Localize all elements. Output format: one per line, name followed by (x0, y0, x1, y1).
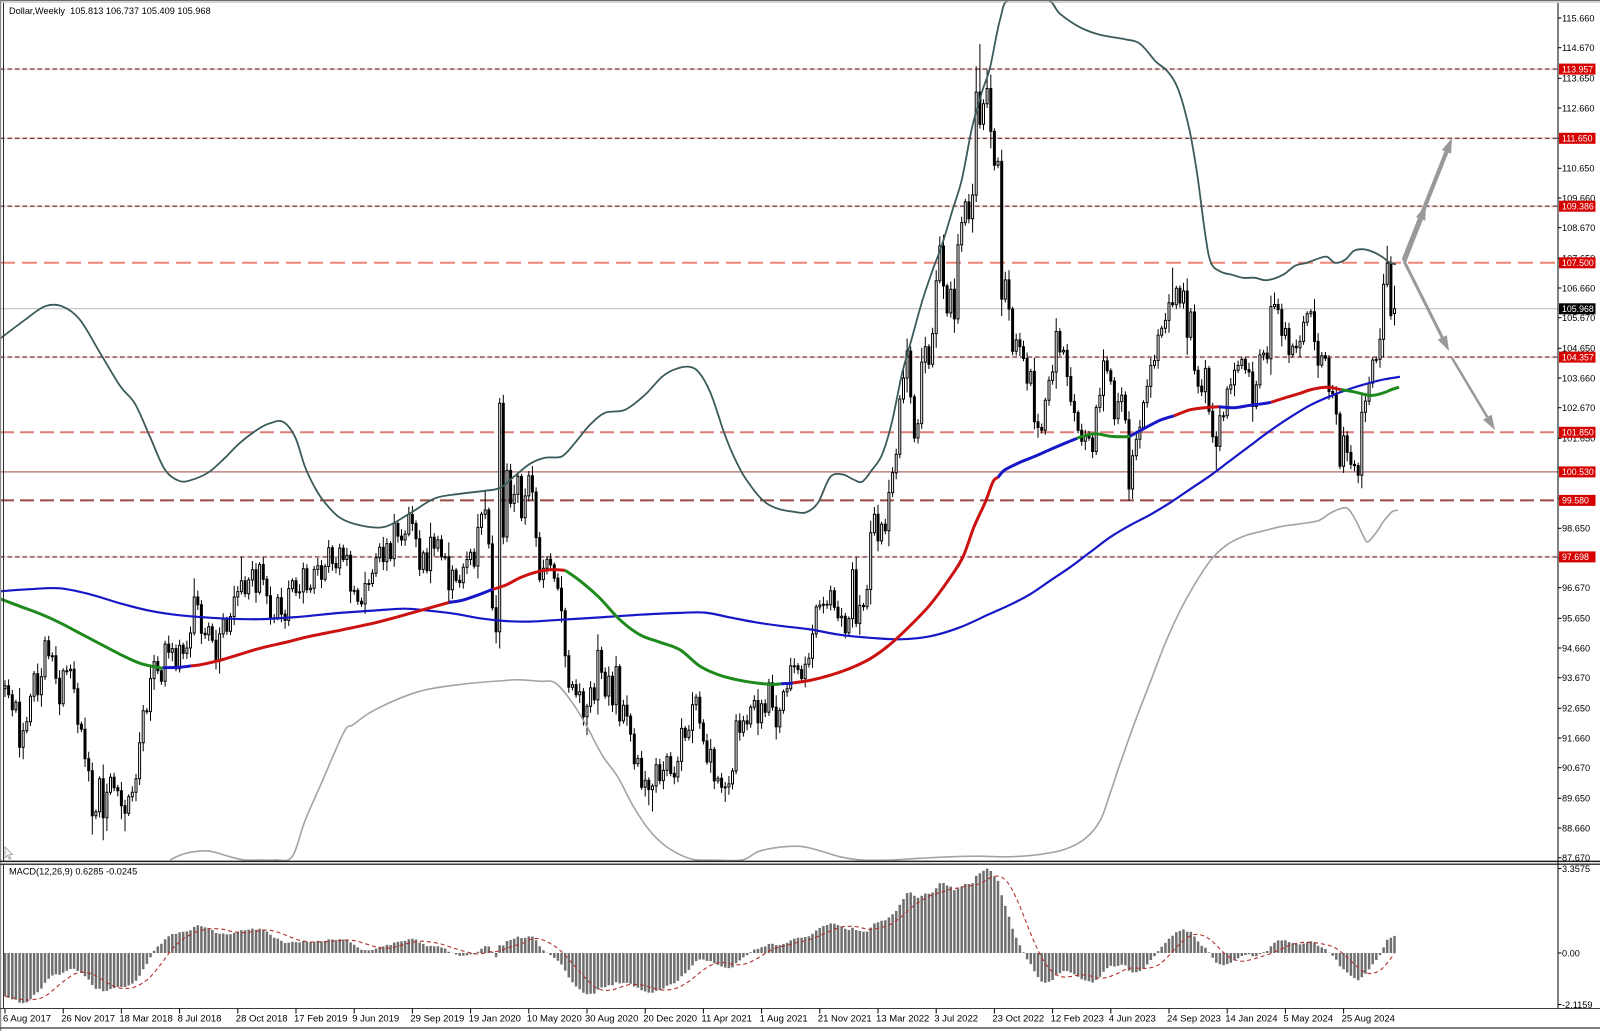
svg-text:100.530: 100.530 (1562, 467, 1594, 477)
svg-text:111.650: 111.650 (1562, 134, 1593, 144)
svg-text:101.850: 101.850 (1562, 428, 1594, 438)
svg-text:9 Jun 2019: 9 Jun 2019 (352, 1014, 399, 1025)
svg-text:103.660: 103.660 (1562, 373, 1595, 383)
svg-text:110.650: 110.650 (1562, 164, 1595, 174)
svg-text:13 Mar 2022: 13 Mar 2022 (876, 1014, 929, 1025)
svg-text:12 Feb 2023: 12 Feb 2023 (1051, 1014, 1104, 1025)
svg-text:112.660: 112.660 (1562, 103, 1595, 113)
svg-text:29 Sep 2019: 29 Sep 2019 (410, 1014, 464, 1025)
svg-text:93.670: 93.670 (1562, 673, 1590, 683)
svg-text:108.670: 108.670 (1562, 223, 1595, 233)
svg-text:115.660: 115.660 (1562, 13, 1595, 23)
svg-text:14 Jan 2024: 14 Jan 2024 (1225, 1014, 1277, 1025)
svg-text:23 Oct 2022: 23 Oct 2022 (992, 1014, 1044, 1025)
svg-text:114.670: 114.670 (1562, 43, 1595, 53)
svg-text:30 Aug 2020: 30 Aug 2020 (585, 1014, 638, 1025)
svg-text:88.660: 88.660 (1562, 823, 1590, 833)
svg-text:19 Jan 2020: 19 Jan 2020 (469, 1014, 521, 1025)
svg-text:90.670: 90.670 (1562, 763, 1590, 773)
svg-text:28 Oct 2018: 28 Oct 2018 (236, 1014, 288, 1025)
svg-text:102.670: 102.670 (1562, 403, 1595, 413)
svg-text:105.968: 105.968 (1562, 304, 1594, 314)
svg-text:20 Dec 2020: 20 Dec 2020 (643, 1014, 697, 1025)
svg-text:8 Jul 2018: 8 Jul 2018 (178, 1014, 222, 1025)
svg-text:17 Feb 2019: 17 Feb 2019 (294, 1014, 347, 1025)
svg-text:5 May 2024: 5 May 2024 (1283, 1014, 1333, 1025)
svg-text:105.670: 105.670 (1562, 313, 1595, 323)
svg-text:MACD(12,26,9) 0.6285 -0.0245: MACD(12,26,9) 0.6285 -0.0245 (9, 867, 137, 877)
svg-text:113.650: 113.650 (1562, 74, 1595, 84)
svg-text:104.650: 104.650 (1562, 344, 1595, 354)
svg-text:11 Apr 2021: 11 Apr 2021 (701, 1014, 752, 1025)
svg-text:98.650: 98.650 (1562, 524, 1590, 534)
svg-text:96.670: 96.670 (1562, 583, 1590, 593)
svg-text:21 Nov 2021: 21 Nov 2021 (818, 1014, 872, 1025)
svg-text:109.386: 109.386 (1562, 201, 1594, 211)
svg-text:87.670: 87.670 (1562, 853, 1590, 863)
svg-text:94.660: 94.660 (1562, 643, 1590, 653)
svg-text:106.660: 106.660 (1562, 283, 1595, 293)
svg-text:109.660: 109.660 (1562, 193, 1595, 203)
svg-text:4 Jun 2023: 4 Jun 2023 (1109, 1014, 1156, 1025)
svg-text:104.357: 104.357 (1562, 352, 1594, 362)
svg-text:0.00: 0.00 (1562, 948, 1580, 958)
svg-text:97.698: 97.698 (1562, 552, 1589, 562)
svg-text:Dollar,Weekly 105.813 106.737: Dollar,Weekly 105.813 106.737 105.409 10… (9, 6, 211, 16)
svg-text:107.500: 107.500 (1562, 258, 1594, 268)
svg-text:99.580: 99.580 (1562, 496, 1589, 506)
svg-text:18 Mar 2018: 18 Mar 2018 (119, 1014, 172, 1025)
svg-text:1 Aug 2021: 1 Aug 2021 (760, 1014, 808, 1025)
svg-text:89.650: 89.650 (1562, 794, 1590, 804)
svg-text:-2.1159: -2.1159 (1562, 1000, 1592, 1010)
svg-text:24 Sep 2023: 24 Sep 2023 (1167, 1014, 1221, 1025)
svg-text:113.957: 113.957 (1562, 64, 1593, 74)
svg-text:26 Nov 2017: 26 Nov 2017 (61, 1014, 115, 1025)
svg-text:25 Aug 2024: 25 Aug 2024 (1342, 1014, 1395, 1025)
svg-text:95.650: 95.650 (1562, 614, 1590, 624)
svg-text:101.650: 101.650 (1562, 434, 1595, 444)
svg-text:10 May 2020: 10 May 2020 (527, 1014, 582, 1025)
svg-text:92.650: 92.650 (1562, 704, 1590, 714)
svg-text:3 Jul 2022: 3 Jul 2022 (934, 1014, 978, 1025)
svg-text:91.660: 91.660 (1562, 733, 1590, 743)
svg-text:3.3575: 3.3575 (1562, 864, 1590, 874)
svg-text:6 Aug 2017: 6 Aug 2017 (3, 1014, 51, 1025)
